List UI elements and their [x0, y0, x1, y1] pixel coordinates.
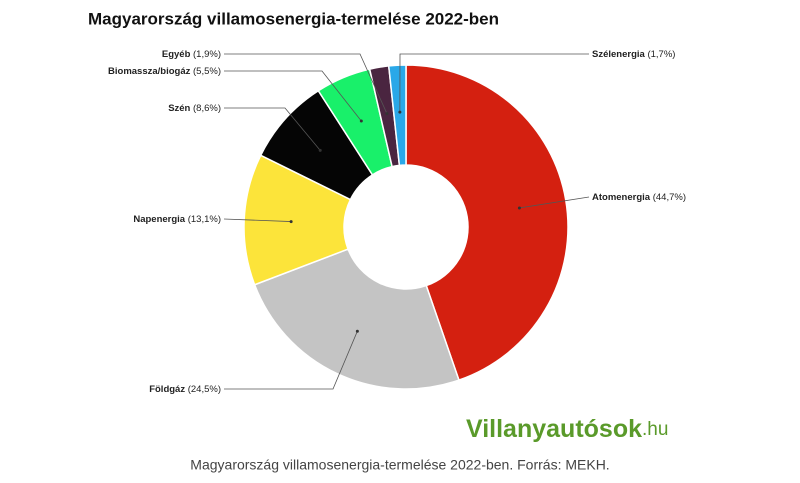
logo-suffix: .hu [642, 419, 668, 440]
caption: Magyarország villamosenergia-termelése 2… [190, 457, 609, 473]
leader-line [224, 53, 388, 114]
leader-dot [289, 220, 293, 224]
leader-line [399, 53, 589, 113]
category-label: Szélenergia [592, 49, 646, 60]
logo: Villanyautósok.hu [466, 415, 668, 443]
slice-label: Szén (8,6%) [168, 103, 221, 114]
leader-line [224, 331, 358, 390]
category-label: Földgáz [149, 384, 185, 395]
slice-label: Biomassza/biogáz (5,5%) [108, 66, 221, 77]
category-label: Napenergia [133, 214, 185, 225]
leader-line [519, 196, 590, 209]
leader-dot [385, 112, 389, 116]
value-label: (24,5%) [188, 384, 221, 395]
leader-line [224, 70, 362, 122]
category-label: Biomassza/biogáz [108, 66, 191, 77]
category-label: Szén [168, 103, 190, 114]
slice [253, 248, 460, 390]
logo-main: Villanyautósok [466, 415, 642, 443]
value-label: (1,9%) [193, 49, 221, 60]
value-label: (44,7%) [653, 192, 686, 203]
slice-label: Napenergia (13,1%) [133, 214, 221, 225]
slice [405, 64, 569, 382]
leader-dot [359, 119, 363, 123]
category-label: Atomenergia [592, 192, 651, 203]
slice-label: Atomenergia (44,7%) [592, 192, 686, 203]
value-label: (13,1%) [188, 214, 221, 225]
leader-dot [517, 206, 521, 210]
chart-title: Magyarország villamosenergia-termelése 2… [88, 9, 499, 28]
leader-dot [398, 110, 402, 114]
value-label: (1,7%) [647, 49, 675, 60]
category-label: Egyéb [162, 49, 191, 60]
leader-line [224, 107, 321, 151]
leader-dot [355, 329, 359, 333]
leader-line [223, 218, 292, 222]
slice-label: Egyéb (1,9%) [162, 49, 221, 60]
leader-dot [318, 148, 322, 152]
slice-label: Szélenergia (1,7%) [592, 49, 675, 60]
slice-label: Földgáz (24,5%) [149, 384, 221, 395]
value-label: (8,6%) [193, 103, 221, 114]
value-label: (5,5%) [193, 66, 221, 77]
slice [387, 64, 407, 167]
slice [243, 154, 352, 286]
